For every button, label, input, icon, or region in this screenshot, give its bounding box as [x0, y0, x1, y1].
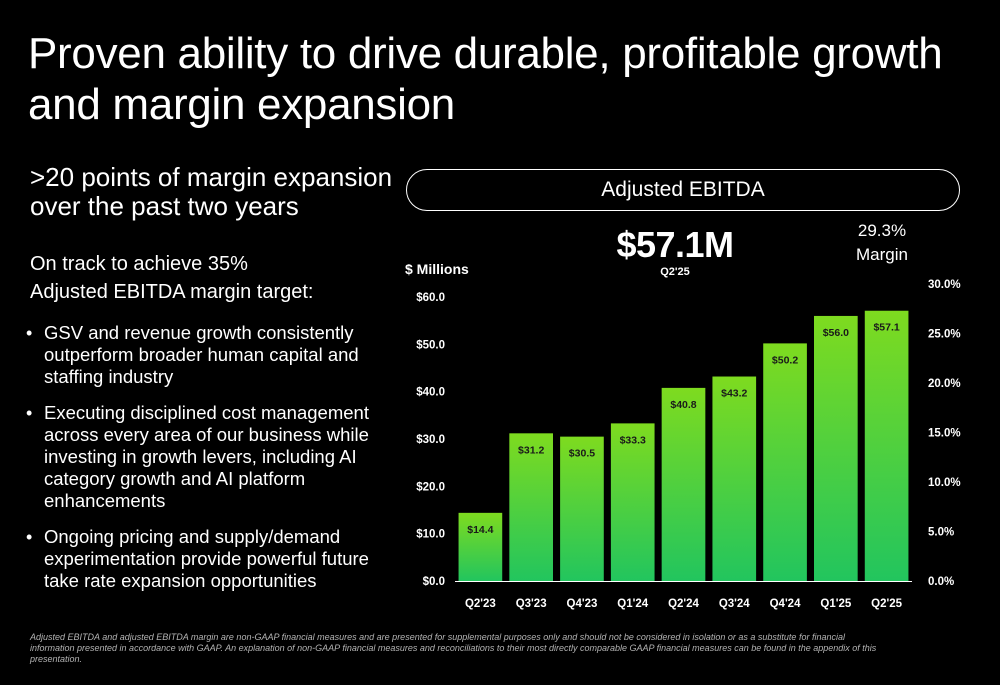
headline-value: $57.1M: [616, 224, 734, 265]
bullet-dot-icon: •: [26, 527, 33, 547]
bullet-item: • GSV and revenue growth consistently ou…: [26, 322, 386, 388]
margin-label: Margin: [856, 245, 908, 264]
x-tick-label: Q3'23: [516, 598, 547, 610]
x-tick-label: Q4'23: [567, 598, 598, 610]
bullet-item: • Ongoing pricing and supply/demand expe…: [26, 526, 386, 592]
target-line-1: On track to achieve 35%: [30, 253, 248, 275]
x-tick-label: Q3'24: [719, 598, 750, 610]
y2-tick-label: 0.0%: [928, 576, 954, 588]
lead-line-1: >20 points of margin expansion: [30, 162, 393, 192]
margin-callout: 29.3% Margin: [830, 219, 934, 267]
bullet-text: Ongoing pricing and supply/demand experi…: [44, 526, 369, 591]
y2-tick-label: 15.0%: [928, 428, 961, 440]
lead-statement: >20 points of margin expansion over the …: [30, 163, 400, 221]
data-label: $57.1: [873, 322, 899, 334]
y-tick-label: $0.0: [423, 576, 445, 588]
y-tick-label: $40.0: [416, 387, 445, 399]
page-title-line-1: Proven ability to drive durable, profita…: [28, 29, 943, 78]
headline-period: Q2'25: [660, 266, 690, 278]
y-tick-label: $30.0: [416, 434, 445, 446]
bar-Q4'23: [560, 436, 604, 581]
y-tick-label: $20.0: [416, 481, 445, 493]
data-label: $56.0: [823, 327, 849, 339]
page-title-line-2: and margin expansion: [28, 80, 455, 129]
data-label: $14.4: [467, 524, 493, 536]
target-line-2: Adjusted EBITDA margin target:: [30, 281, 314, 303]
y-tick-label: $60.0: [416, 292, 445, 304]
data-label: $31.2: [518, 444, 544, 456]
page-title: Proven ability to drive durable, profita…: [28, 28, 978, 130]
data-label: $40.8: [670, 399, 696, 411]
chart-title-pill: Adjusted EBITDA: [406, 169, 960, 211]
bullet-dot-icon: •: [26, 323, 33, 343]
y2-tick-label: 10.0%: [928, 477, 961, 489]
bar-Q2'24: [661, 387, 706, 581]
x-tick-label: Q1'25: [820, 598, 851, 610]
data-label: $50.2: [772, 354, 798, 366]
y-tick-label: $50.0: [416, 339, 445, 351]
bar-Q1'24: [610, 423, 655, 581]
bullet-list: • GSV and revenue growth consistently ou…: [26, 322, 386, 606]
bar-Q1'25: [813, 315, 858, 581]
y2-tick-label: 20.0%: [928, 378, 961, 390]
lead-line-2: over the past two years: [30, 191, 299, 221]
x-tick-label: Q2'25: [871, 598, 902, 610]
y-axis-label: $ Millions: [405, 261, 469, 277]
bar-Q2'25: [864, 310, 909, 581]
bar-Q3'24: [712, 376, 757, 581]
bar-Q4'24: [763, 343, 807, 581]
bullet-dot-icon: •: [26, 403, 33, 423]
y2-tick-label: 25.0%: [928, 329, 961, 341]
y-tick-label: $10.0: [416, 529, 445, 541]
bullet-item: • Executing disciplined cost management …: [26, 402, 386, 512]
x-tick-label: Q4'24: [770, 598, 801, 610]
x-tick-label: Q2'24: [668, 598, 699, 610]
margin-value: 29.3%: [857, 221, 907, 240]
chart-title-label: Adjusted EBITDA: [601, 178, 765, 201]
data-label: $30.5: [569, 448, 595, 460]
x-tick-label: Q1'24: [617, 598, 648, 610]
x-tick-label: Q2'23: [465, 598, 496, 610]
y2-tick-label: 5.0%: [928, 527, 954, 539]
footnote: Adjusted EBITDA and adjusted EBITDA marg…: [30, 632, 877, 664]
y2-tick-label: 30.0%: [928, 279, 961, 291]
bullet-text: Executing disciplined cost management ac…: [44, 402, 369, 511]
bar-Q3'23: [509, 433, 554, 581]
data-label: $33.3: [620, 434, 646, 446]
target-statement: On track to achieve 35% Adjusted EBITDA …: [30, 250, 390, 306]
bullet-text: GSV and revenue growth consistently outp…: [44, 322, 359, 387]
bar-Q2'23: [458, 512, 503, 581]
data-label: $43.2: [721, 388, 747, 400]
